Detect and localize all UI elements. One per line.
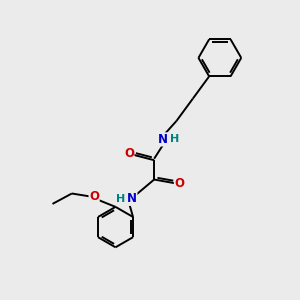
Text: O: O (89, 190, 99, 203)
Text: N: N (127, 192, 137, 205)
Text: O: O (174, 178, 184, 190)
Text: O: O (124, 147, 134, 160)
Text: H: H (170, 134, 179, 144)
Text: H: H (116, 194, 125, 204)
Text: N: N (158, 133, 168, 146)
